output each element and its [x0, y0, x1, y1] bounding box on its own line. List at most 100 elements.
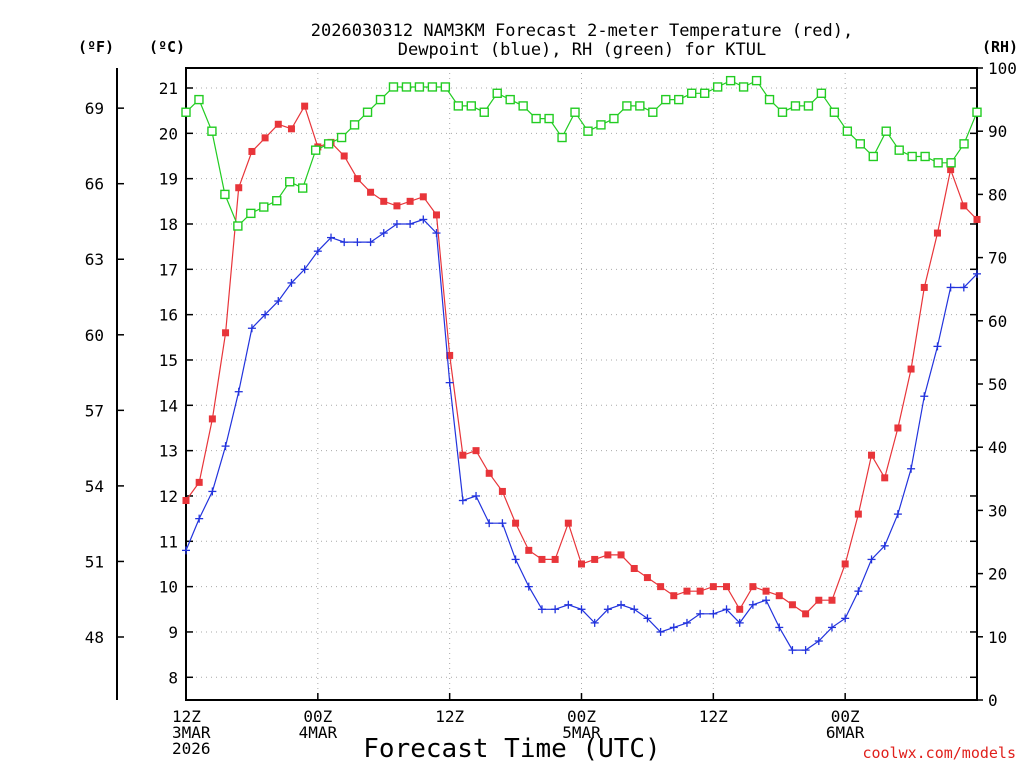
dewpoint-point: [340, 238, 349, 247]
dewpoint-point: [406, 219, 415, 228]
dewpoint-point: [182, 546, 190, 555]
dewpoint-point: [748, 600, 757, 609]
dewpoint-point: [511, 555, 520, 564]
temperature-point: [380, 197, 388, 205]
x-tick-label: 5MAR: [562, 723, 601, 742]
dewpoint-point: [630, 605, 639, 614]
rh-point: [959, 139, 969, 149]
temperature-point: [419, 193, 427, 201]
celsius-tick-label: 19: [159, 170, 178, 189]
dewpoint-point: [498, 519, 507, 528]
x-tick-label: 4MAR: [299, 723, 338, 742]
celsius-tick-label: 15: [159, 351, 178, 370]
dewpoint-point: [247, 324, 256, 333]
rh-tick-label: 90: [988, 122, 1007, 141]
rh-tick-label: 20: [988, 565, 1007, 584]
rh-point: [725, 75, 736, 86]
temperature-point: [762, 587, 770, 595]
celsius-axis-unit: (ºC): [149, 38, 185, 56]
temperature-point: [881, 474, 889, 482]
temperature-point: [472, 447, 480, 455]
dewpoint-point: [577, 605, 586, 614]
dewpoint-point: [287, 278, 296, 287]
celsius-tick-label: 8: [168, 668, 178, 687]
rh-tick-label: 60: [988, 312, 1007, 331]
rh-point: [323, 139, 334, 149]
series-layer: [181, 75, 982, 655]
fahrenheit-tick-label: 57: [85, 401, 104, 420]
dewpoint-point: [617, 600, 626, 609]
dewpoint-point: [379, 229, 388, 238]
rh-point: [336, 132, 347, 143]
rh-point: [531, 113, 541, 124]
dewpoint-point: [208, 487, 217, 496]
chart-title-line-2: Dewpoint (blue), RH (green) for KTUL: [398, 40, 766, 60]
rh-point: [181, 107, 191, 117]
celsius-tick-label: 18: [159, 215, 178, 234]
rh-point: [310, 145, 321, 155]
rh-point: [194, 94, 204, 105]
temperature-point: [564, 519, 572, 527]
rh-tick-label: 50: [988, 375, 1007, 394]
temperature-point: [947, 166, 955, 174]
rh-point: [285, 177, 295, 187]
dewpoint-point: [841, 614, 850, 623]
celsius-tick-label: 17: [159, 260, 178, 279]
rh-point: [492, 88, 502, 98]
rh-point: [946, 158, 956, 168]
temperature-point: [907, 365, 915, 373]
temperature-point: [933, 229, 941, 237]
rh-point: [570, 107, 580, 117]
rh-point: [622, 101, 632, 111]
dewpoint-point: [867, 555, 876, 564]
dewpoint-point: [327, 233, 336, 242]
rh-point: [259, 202, 269, 212]
rh-tick-label: 10: [988, 628, 1007, 647]
rh-point: [687, 88, 697, 98]
rh-point: [466, 101, 476, 111]
temperature-point: [446, 351, 454, 359]
temperature-point: [657, 583, 665, 591]
rh-point: [894, 145, 904, 155]
dewpoint-point: [392, 219, 401, 228]
dewpoint-point: [920, 392, 929, 401]
fahrenheit-tick-label: 54: [85, 477, 104, 496]
dewpoint-point: [696, 609, 705, 618]
temperature-point: [287, 125, 295, 133]
temperature-point: [815, 596, 823, 604]
rh-point: [414, 82, 425, 92]
fahrenheit-tick-label: 69: [85, 99, 104, 118]
rh-point: [401, 82, 412, 92]
temperature-point: [485, 469, 493, 477]
temperature-point: [393, 202, 401, 210]
rh-tick-label: 30: [988, 501, 1007, 520]
rh-tick-label: 0: [988, 691, 998, 710]
rh-point: [699, 88, 710, 98]
temperature-point: [920, 283, 928, 291]
credit-text: coolwx.com/models: [862, 744, 1016, 762]
rh-point: [712, 82, 723, 92]
fahrenheit-tick-label: 60: [85, 326, 104, 345]
rh-point: [453, 101, 464, 111]
x-tick-label: 12Z: [435, 707, 464, 726]
x-tick-label: 00Z: [303, 707, 332, 726]
dewpoint-point: [221, 442, 230, 451]
temperature-point: [274, 120, 282, 128]
temperature-point: [696, 587, 704, 595]
fahrenheit-tick-label: 66: [85, 175, 104, 194]
temperature-point: [723, 583, 731, 591]
dewpoint-point: [300, 265, 309, 274]
dewpoint-point: [458, 496, 467, 505]
rh-point: [751, 75, 762, 86]
fahrenheit-tick-label: 63: [85, 250, 104, 269]
rh-point: [207, 126, 217, 136]
dewpoint-point: [261, 310, 270, 319]
x-tick-label: 00Z: [567, 707, 596, 726]
rh-point: [505, 94, 515, 105]
temperature-point: [604, 551, 612, 559]
dewpoint-point: [788, 646, 797, 655]
rh-point: [842, 126, 853, 136]
rh-point: [635, 101, 645, 111]
grid: [186, 68, 977, 700]
temperature-point: [736, 605, 744, 613]
